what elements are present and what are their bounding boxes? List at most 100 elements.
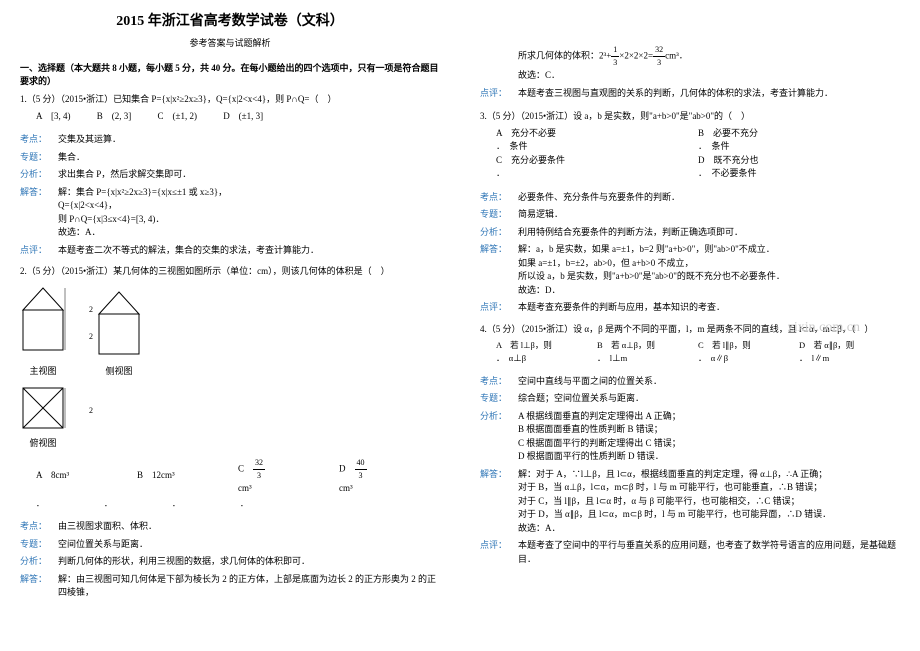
q3-opt-c2: ． — [496, 167, 674, 181]
kaodian-label: 考点： — [480, 375, 518, 389]
q2-options: A 8cm³ B 12cm³ C 323cm³ D 403cm³ — [36, 457, 440, 496]
q2-stem: 2.（5 分）（2015•浙江）某几何体的三视图如图所示（单位：cm），则该几何… — [20, 265, 440, 279]
fenxi-label: 分析： — [480, 410, 518, 464]
q3-zhuanti: 简易逻辑． — [518, 208, 900, 222]
question-3: 3.（5 分）（2015•浙江）设 a，b 是实数，则"a+b>0"是"ab>0… — [480, 110, 900, 315]
page-title: 2015 年浙江省高考数学试卷（文科） — [20, 10, 440, 30]
q2-fenxi: 判断几何体的形状，利用三视图的数据，求几何体的体积即可． — [58, 555, 440, 569]
q4-dianping: 本题考查了空间中的平行与垂直关系的应用问题，也考查了数学符号语言的应用问题，是基… — [518, 539, 900, 566]
q4-opt-d: D 若 α∥β，则 — [799, 339, 876, 352]
dim-label-2: 2 — [68, 331, 114, 343]
subtitle: 参考答案与试题解析 — [20, 36, 440, 49]
q4-opt-a2: ． α⊥β — [496, 352, 573, 365]
dim-label-3: 2 — [68, 405, 114, 417]
q4-opt-c: C 若 l∥β，则 — [698, 339, 775, 352]
side-view-caption: 侧视图 — [96, 365, 142, 379]
q1-stem: 1.（5 分）（2015•浙江）已知集合 P={x|x²≥2x≥3}，Q={x|… — [20, 93, 440, 107]
front-view-caption: 主视图 — [20, 365, 66, 379]
q4-zhuanti: 综合题；空间位置关系与距离． — [518, 392, 900, 406]
fenxi-label: 分析： — [20, 555, 58, 569]
side-view-svg — [96, 289, 142, 359]
q4-opt-b: B 若 α⊥β，则 — [597, 339, 674, 352]
q1-options: A [3, 4) B (2, 3] C (±1, 2) D (±1, 3] — [36, 110, 440, 124]
q4-stem: 4.（5 分）（2015•浙江）设 α，β 是两个不同的平面，l，m 是两条不同… — [480, 323, 900, 337]
q2-opt-c: C 323cm³ — [238, 457, 315, 496]
q4-opt-c2: ． α∥β — [698, 352, 775, 365]
q1-dianping: 本题考查二次不等式的解法，集合的交集的求法，考查计算能力． — [58, 244, 440, 258]
q4-options: A 若 l⊥β，则 B 若 α⊥β，则 C 若 l∥β，则 D 若 α∥β，则 … — [496, 339, 900, 365]
q2-zhuanti: 空间位置关系与距离． — [58, 538, 440, 552]
q2-opt-a: A 8cm³ — [36, 469, 113, 483]
zhuanti-label: 专题： — [480, 208, 518, 222]
dim-label-1: 2 — [68, 304, 114, 316]
jieda-label: 解答： — [20, 186, 58, 240]
q1-zhuanti: 集合． — [58, 151, 440, 165]
q1-fenxi: 求出集合 P，然后求解交集即可． — [58, 168, 440, 182]
kaodian-label: 考点： — [20, 133, 58, 147]
q3-opt-d2: ． 不必要条件 — [698, 167, 876, 181]
q2-opt-d: D 403cm³ — [339, 457, 416, 496]
dianping-label: 点评： — [480, 87, 518, 101]
left-column: 2015 年浙江省高考数学试卷（文科） 参考答案与试题解析 一、选择题（本大题共… — [0, 0, 460, 651]
q3-fenxi: 利用特例结合充要条件的判断方法，判断正确选项即可． — [518, 226, 900, 240]
q3-opt-d: D 既不充分也 — [698, 154, 876, 168]
q2-kaodian: 由三视图求面积、体积． — [58, 520, 440, 534]
q1-opt-b: B (2, 3] — [97, 111, 132, 121]
question-2: 2.（5 分）（2015•浙江）某几何体的三视图如图所示（单位：cm），则该几何… — [20, 265, 440, 600]
q2-figure-top: 2 2 主视图 侧视图 — [20, 285, 440, 379]
q3-opt-b2: ． 条件 — [698, 140, 876, 154]
q2-jieda-cont: 所求几何体的体积：2³+13×2×2×2=323cm³． 故选：C． — [518, 44, 900, 83]
fenxi-label: 分析： — [480, 226, 518, 240]
q4-opt-b2: ． l⊥m — [597, 352, 674, 365]
front-view: 2 2 主视图 — [20, 285, 66, 379]
q3-dianping: 本题考查充要条件的判断与应用，基本知识的考查． — [518, 301, 900, 315]
q3-opt-a: A 充分不必要 — [496, 127, 674, 141]
q1-jieda-2: Q={x|2<x<4}， — [58, 199, 440, 213]
q3-jieda: 解：a，b 是实数，如果 a=±1，b=2 则"a+b>0"，则"ab>0"不成… — [518, 243, 900, 297]
fenxi-label: 分析： — [20, 168, 58, 182]
q1-jieda-1: 解：集合 P={x|x²≥2x≥3}={x|x≤±1 或 x≥3}， — [58, 186, 440, 200]
q3-kaodian: 必要条件、充分条件与充要条件的判断． — [518, 191, 900, 205]
q3-opt-b: B 必要不充分 — [698, 127, 876, 141]
dianping-label: 点评： — [480, 539, 518, 566]
dianping-label: 点评： — [480, 301, 518, 315]
section-header: 一、选择题（本大题共 8 小题，每小题 5 分，共 40 分。在每小题给出的四个… — [20, 61, 440, 87]
q4-kaodian: 空间中直线与平面之间的位置关系． — [518, 375, 900, 389]
top-view: 2 俯视图 — [20, 385, 66, 451]
q2-jieda: 解：由三视图可知几何体是下部为棱长为 2 的正方体，上部是底面为边长 2 的正方… — [58, 573, 440, 600]
q3-options: A 充分不必要 B 必要不充分 ． 条件 ． 条件 C 充分必要条件 D 既不充… — [496, 127, 900, 181]
q1-jieda-3: 则 P∩Q={x|3≤x<4}=[3, 4)． — [58, 213, 440, 227]
jieda-label: 解答： — [480, 468, 518, 536]
zhuanti-label: 专题： — [20, 538, 58, 552]
q2-opt-b: B 12cm³ — [137, 469, 214, 483]
q2-figure-bottom: 2 俯视图 — [20, 385, 440, 451]
q2-dianping: 本题考查三视图与直观图的关系的判断，几何体的体积的求法，考查计算能力． — [518, 87, 900, 101]
q1-opt-a: A [3, 4) — [36, 111, 71, 121]
jieda-label: 解答： — [20, 573, 58, 600]
q3-opt-a2: ． 条件 — [496, 140, 674, 154]
q4-opt-a: A 若 l⊥β，则 — [496, 339, 573, 352]
question-4: 4.（5 分）（2015•浙江）设 α，β 是两个不同的平面，l，m 是两条不同… — [480, 323, 900, 567]
front-view-svg — [20, 285, 66, 355]
q1-jieda-4: 故选：A． — [58, 226, 440, 240]
jieda-label: 解答： — [480, 243, 518, 297]
q2-conclusion: 故选：C． — [518, 69, 900, 83]
zhuanti-label: 专题： — [480, 392, 518, 406]
q1-opt-c: C (±1, 2) — [158, 111, 197, 121]
q4-fenxi: A 根据线面垂直的判定定理得出 A 正确； B 根据面面垂直的性质判断 B 错误… — [518, 410, 900, 464]
zhuanti-label: 专题： — [20, 151, 58, 165]
q1-jieda: 解：集合 P={x|x²≥2x≥3}={x|x≤±1 或 x≥3}， Q={x|… — [58, 186, 440, 240]
q4-opt-d2: ． l∥m — [799, 352, 876, 365]
q3-opt-c: C 充分必要条件 — [496, 154, 674, 168]
q2-option-dots: ． ． ． ． — [36, 498, 440, 510]
q1-kaodian: 交集及其运算． — [58, 133, 440, 147]
top-view-caption: 俯视图 — [20, 437, 66, 451]
top-view-svg — [20, 385, 66, 431]
q1-opt-d: D (±1, 3] — [223, 111, 263, 121]
q4-jieda: 解：对于 A，∵l⊥β，且 l⊂α，根据线面垂直的判定定理，得 α⊥β，∴A 正… — [518, 468, 900, 536]
kaodian-label: 考点： — [20, 520, 58, 534]
right-column: 所求几何体的体积：2³+13×2×2×2=323cm³． 故选：C． 点评：本题… — [460, 0, 920, 651]
question-1: 1.（5 分）（2015•浙江）已知集合 P={x|x²≥2x≥3}，Q={x|… — [20, 93, 440, 257]
dianping-label: 点评： — [20, 244, 58, 258]
kaodian-label: 考点： — [480, 191, 518, 205]
